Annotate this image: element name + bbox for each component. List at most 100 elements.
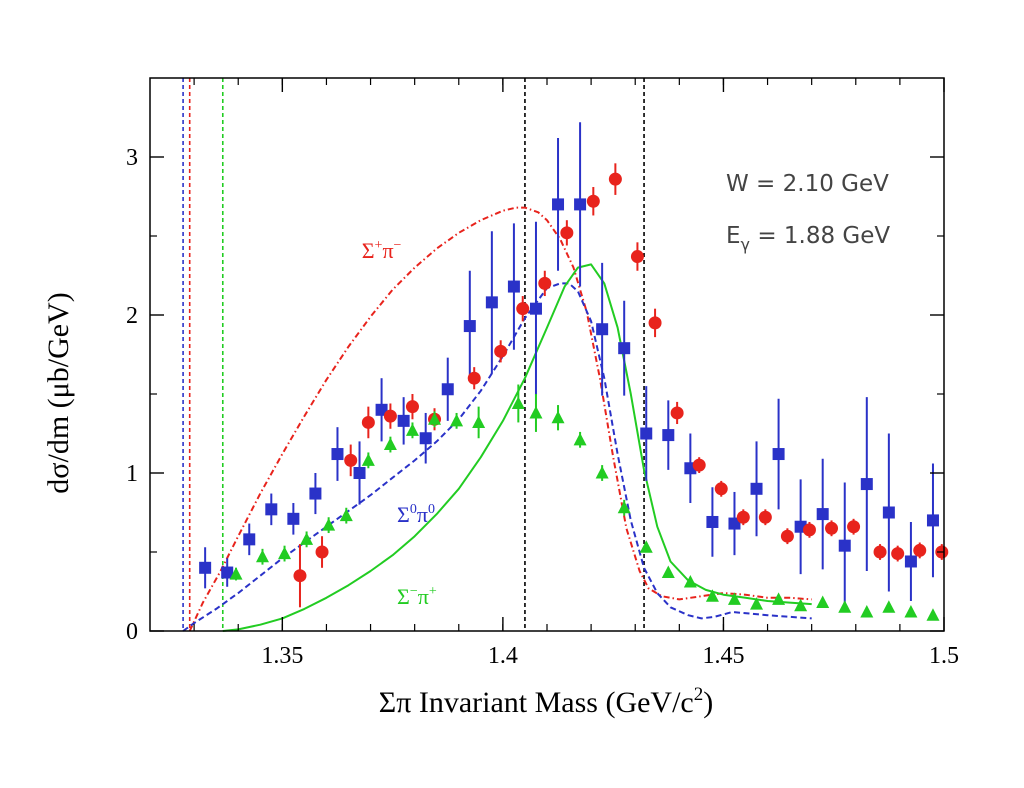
data-point-triangle xyxy=(772,592,786,605)
data-point-triangle xyxy=(661,565,675,579)
data-point-triangle xyxy=(511,396,525,409)
data-point-circle xyxy=(648,316,662,330)
data-point-circle xyxy=(315,545,329,559)
curve-label: Σ+π− xyxy=(362,238,402,263)
data-point-triangle xyxy=(838,600,852,613)
x-tick-label: 1.35 xyxy=(261,643,303,669)
data-point-square xyxy=(640,427,653,440)
data-point-triangle xyxy=(882,600,896,613)
data-point-circle xyxy=(538,276,552,290)
data-point-square xyxy=(926,514,939,527)
data-point-triangle xyxy=(428,412,442,425)
model-curve xyxy=(182,282,812,632)
data-point-square xyxy=(375,403,388,416)
data-point-square xyxy=(574,198,587,211)
data-point-triangle xyxy=(383,437,397,451)
data-point-square xyxy=(221,566,234,579)
data-point-square xyxy=(860,478,873,491)
data-point-square xyxy=(485,296,498,309)
data-point-triangle xyxy=(278,546,292,560)
data-point-square xyxy=(618,342,631,355)
y-tick-label: 2 xyxy=(126,303,138,329)
data-point-circle xyxy=(780,529,794,543)
data-point-circle xyxy=(293,569,307,583)
data-point-triangle xyxy=(551,410,565,424)
data-point-triangle xyxy=(794,598,808,612)
y-tick-label: 3 xyxy=(126,145,138,171)
data-point-square xyxy=(728,517,741,530)
data-point-circle xyxy=(405,400,419,414)
data-point-triangle xyxy=(705,589,719,602)
data-point-circle xyxy=(847,520,861,534)
data-point-circle xyxy=(802,523,816,537)
data-point-square xyxy=(882,506,895,519)
data-point-square xyxy=(507,280,520,293)
data-point-triangle xyxy=(926,608,940,621)
data-point-circle xyxy=(516,302,530,316)
curve-labels: Σ+π− Σ0π0 Σ−π+ xyxy=(362,238,437,609)
data-point-square xyxy=(265,503,278,516)
data-point-square xyxy=(419,432,432,445)
data-point-square xyxy=(750,482,763,495)
data-point-circle xyxy=(873,545,887,559)
data-point-square xyxy=(772,448,785,461)
data-point-circle xyxy=(344,453,358,467)
y-axis-title: dσ/dm (μb/GeV) xyxy=(42,292,75,493)
x-tick-label: 1.5 xyxy=(929,643,959,669)
data-point-circle xyxy=(361,415,375,429)
data-point-circle xyxy=(586,194,600,208)
data-point-square xyxy=(816,508,829,521)
data-point-circle xyxy=(560,226,574,240)
data-point-circle xyxy=(825,521,839,535)
data-point-square xyxy=(287,512,300,525)
x-tick-label: 1.45 xyxy=(702,643,744,669)
data-point-circle xyxy=(383,409,397,423)
data-point-circle xyxy=(758,510,772,524)
data-point-square xyxy=(838,539,851,552)
annotation-e-gamma: Eγ = 1.88 GeV xyxy=(726,223,890,254)
data-point-circle xyxy=(692,458,706,472)
data-point-triangle xyxy=(683,575,697,588)
data-point-square xyxy=(353,467,366,479)
data-point-circle xyxy=(630,250,644,264)
data-point-triangle xyxy=(450,413,464,427)
model-curve xyxy=(222,263,812,632)
data-point-square xyxy=(662,429,675,442)
data-point-square xyxy=(309,487,322,500)
x-axis-title: Σπ Invariant Mass (GeV/c2) xyxy=(379,684,714,719)
data-point-circle xyxy=(891,547,905,561)
data-point-triangle xyxy=(255,549,269,563)
data-point-circle xyxy=(913,543,927,557)
data-point-triangle xyxy=(639,540,653,553)
data-point-circle xyxy=(467,371,481,385)
data-point-square xyxy=(463,320,476,333)
data-point-square xyxy=(552,198,565,211)
data-point-square xyxy=(596,323,609,336)
axis-ticks: 1.35 1.4 1.45 1.5 0 1 2 3 xyxy=(126,78,959,669)
data-point-triangle xyxy=(573,432,587,446)
x-tick-label: 1.4 xyxy=(488,643,518,669)
data-point-triangle xyxy=(617,500,631,514)
data-point-triangle xyxy=(750,597,764,610)
data-point-circle xyxy=(714,482,728,496)
y-tick-label: 1 xyxy=(126,461,138,487)
data-point-triangle xyxy=(339,508,353,522)
model-curve xyxy=(188,206,812,632)
data-point-circle xyxy=(670,406,684,420)
data-point-triangle xyxy=(595,466,609,479)
data-point-triangle xyxy=(816,595,830,609)
y-tick-label: 0 xyxy=(126,619,138,645)
data-point-triangle xyxy=(361,453,375,466)
data-point-circle xyxy=(608,172,622,186)
data-point-square xyxy=(441,383,454,396)
data-point-circle xyxy=(736,510,750,524)
data-point-triangle xyxy=(904,605,918,618)
data-point-square xyxy=(706,515,719,528)
data-point-square xyxy=(243,533,256,546)
data-point-triangle xyxy=(405,423,419,436)
data-point-triangle xyxy=(860,605,874,618)
data-point-square xyxy=(529,302,542,315)
data-point-square xyxy=(331,448,344,461)
curve-label: Σ−π+ xyxy=(397,584,437,609)
